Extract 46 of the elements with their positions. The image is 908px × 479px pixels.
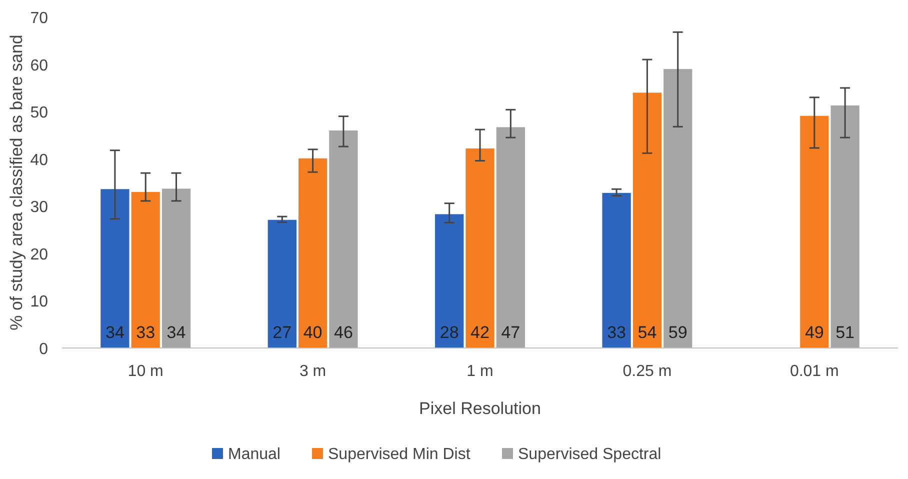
y-tick-label: 50 — [30, 104, 48, 122]
bar — [830, 105, 860, 348]
data-label: 27 — [272, 323, 292, 342]
bar — [298, 158, 328, 348]
bar — [466, 148, 494, 348]
data-label: 51 — [836, 323, 855, 342]
legend-label: Supervised Spectral — [518, 446, 662, 463]
data-label: 46 — [334, 323, 353, 342]
y-axis-title: % of study area classified as bare sand — [7, 34, 26, 330]
data-label: 34 — [105, 323, 124, 342]
x-tick-label: 10 m — [128, 363, 164, 380]
bar — [131, 192, 160, 348]
y-tick-label: 20 — [30, 246, 48, 264]
data-label: 34 — [166, 323, 186, 342]
y-tick-label: 60 — [30, 57, 48, 74]
bar — [162, 188, 191, 348]
data-label: 42 — [470, 323, 490, 342]
y-tick-label: 30 — [30, 199, 48, 216]
bar — [496, 127, 525, 348]
data-label: 49 — [804, 323, 824, 342]
data-label: 28 — [440, 323, 459, 342]
y-tick-label: 10 — [30, 294, 48, 311]
data-label: 33 — [136, 323, 156, 342]
bar — [800, 116, 829, 348]
data-label: 33 — [607, 323, 626, 342]
data-label: 59 — [668, 323, 688, 342]
bar — [435, 214, 464, 348]
data-label: 54 — [638, 323, 657, 342]
bar — [664, 69, 692, 348]
bar — [602, 192, 631, 348]
x-tick-label: 1 m — [466, 363, 494, 380]
bar — [268, 220, 296, 348]
bar — [329, 130, 358, 348]
data-label: 40 — [303, 323, 322, 342]
legend-label: Supervised Min Dist — [328, 446, 471, 463]
y-tick-label: 0 — [39, 341, 48, 358]
y-tick-label: 40 — [30, 152, 48, 169]
bar — [632, 92, 662, 348]
data-label: 47 — [501, 323, 520, 342]
y-tick-label: 70 — [30, 10, 48, 27]
x-tick-label: 0.01 m — [790, 363, 839, 380]
legend-label: Manual — [228, 446, 280, 463]
bar — [100, 189, 130, 348]
x-tick-label: 0.25 m — [622, 363, 672, 380]
x-axis-title: Pixel Resolution — [419, 399, 541, 418]
x-tick-label: 3 m — [299, 363, 326, 380]
